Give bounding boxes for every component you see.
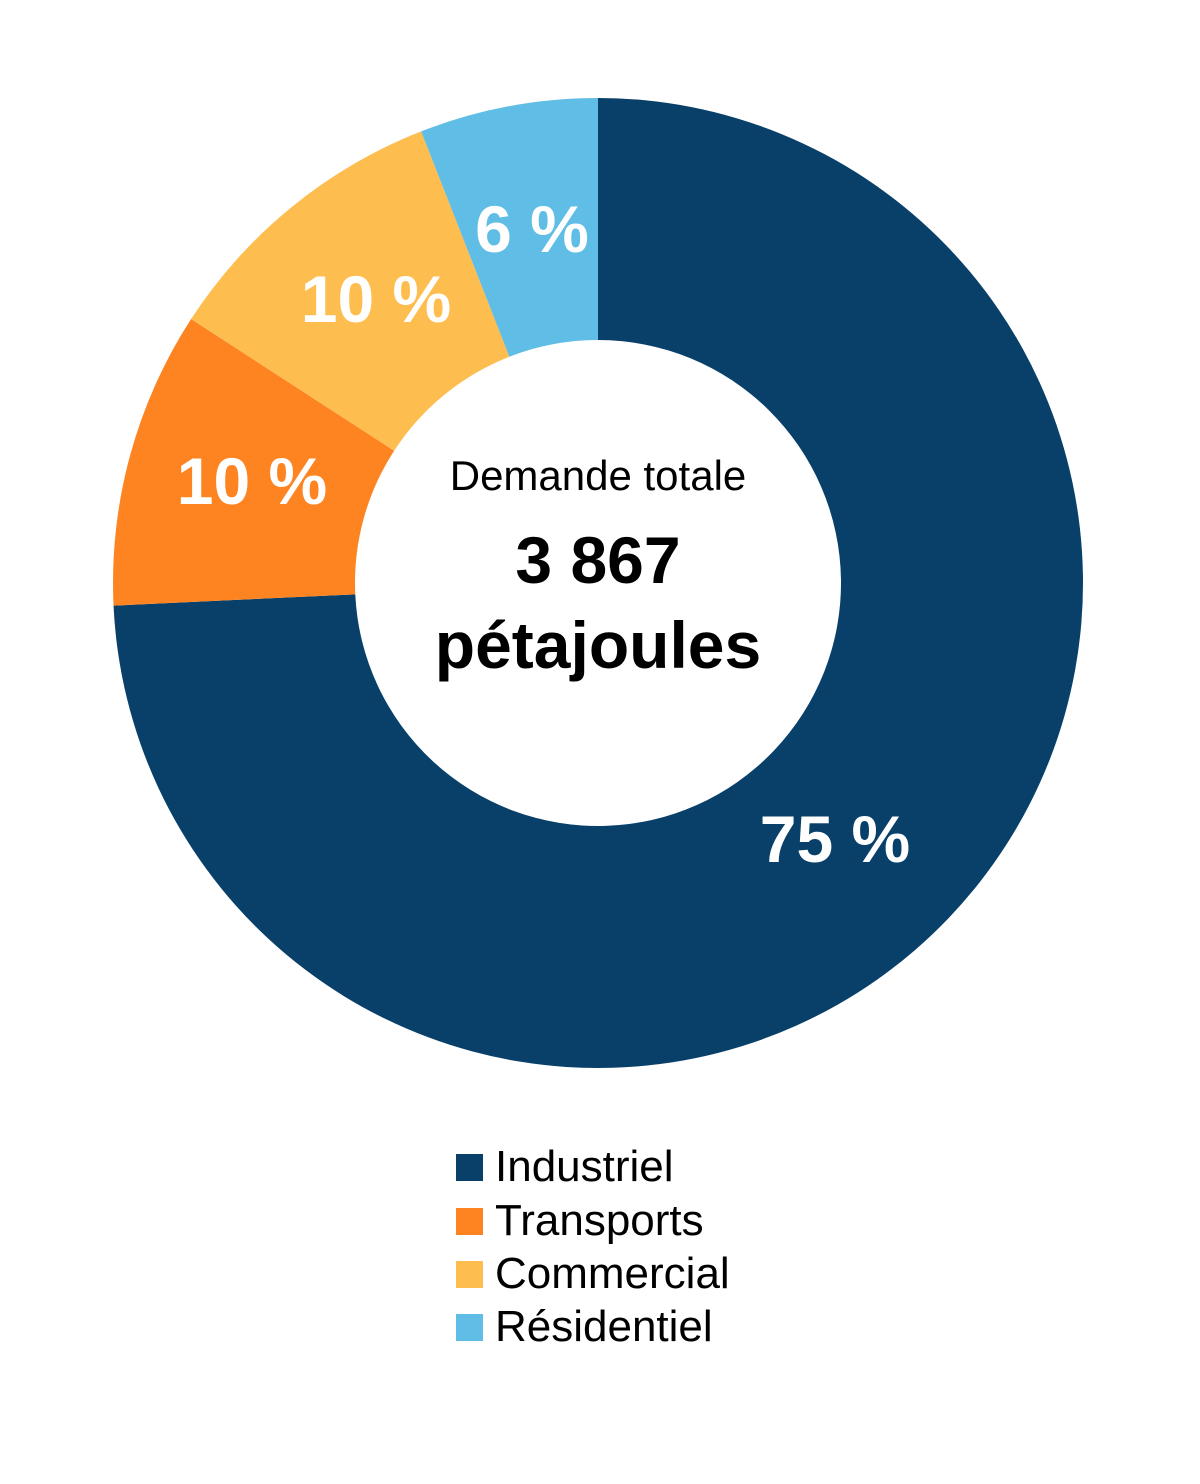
legend-swatch	[456, 1207, 483, 1235]
slice-labels: 75 % 10 % 10 % 6 %	[177, 192, 910, 876]
legend-label: Industriel	[495, 1142, 674, 1191]
slice-value-label: 10 %	[301, 262, 451, 336]
donut-slices	[113, 98, 1083, 1068]
legend-swatch	[456, 1260, 483, 1288]
center-label-unit: pétajoules	[435, 608, 761, 682]
legend-swatch	[456, 1153, 483, 1181]
legend-label: Commercial	[495, 1249, 730, 1298]
legend-swatch	[456, 1313, 483, 1341]
slice-value-label: 10 %	[177, 444, 327, 518]
legend-item-commercial[interactable]: Commercial	[456, 1247, 730, 1301]
slice-commercial[interactable]	[191, 131, 510, 451]
slice-residentiel[interactable]	[421, 98, 598, 357]
legend-item-industriel[interactable]: Industriel	[456, 1140, 674, 1194]
legend-item-transports[interactable]: Transports	[456, 1194, 704, 1248]
donut-chart: 75 % 10 % 10 % 6 % Demande totale 3 867 pét…	[113, 98, 1083, 1068]
legend-item-residentiel[interactable]: Résidentiel	[456, 1300, 713, 1354]
slice-industriel[interactable]	[113, 98, 1083, 1068]
slice-value-label: 6 %	[475, 192, 589, 266]
slice-value-label: 75 %	[760, 802, 910, 876]
slice-transports[interactable]	[113, 319, 395, 606]
legend-label: Transports	[495, 1196, 704, 1245]
center-label-value: 3 867	[515, 523, 680, 597]
legend-label: Résidentiel	[495, 1302, 713, 1351]
center-label-title: Demande totale	[450, 452, 747, 499]
